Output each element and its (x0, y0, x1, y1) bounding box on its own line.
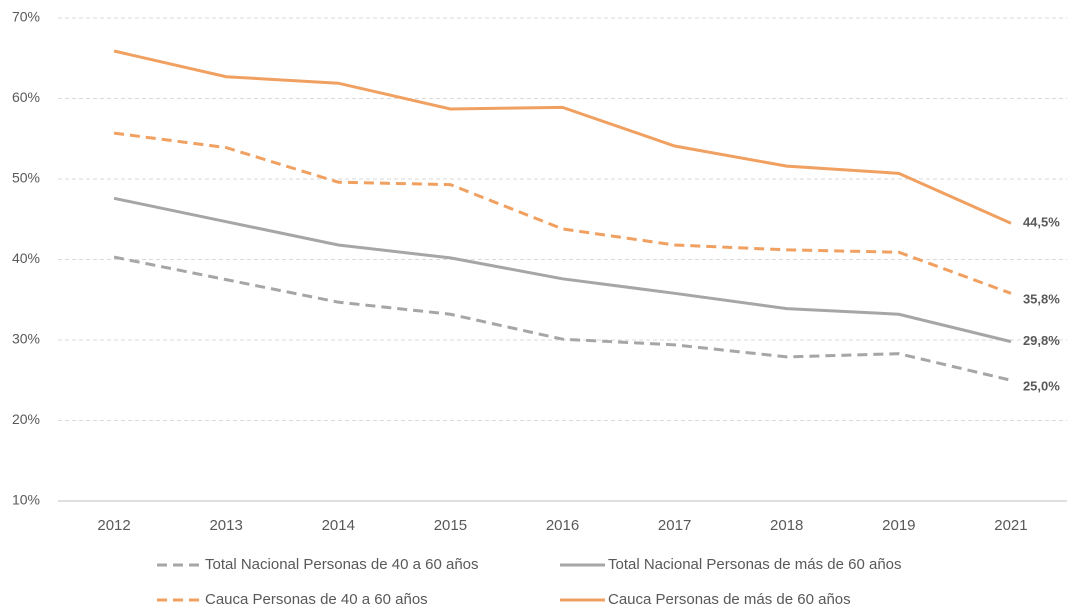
x-tick-label: 2019 (882, 517, 915, 534)
data-label: 25,0% (1023, 379, 1060, 394)
series-line (113, 131, 1012, 295)
series-line (113, 196, 1012, 344)
x-tick-label: 2012 (97, 517, 130, 534)
y-tick-label: 40% (12, 250, 40, 266)
y-tick-label: 70% (12, 9, 40, 25)
x-tick-label: 2017 (658, 517, 691, 534)
y-tick-label: 60% (12, 89, 40, 105)
series-line (113, 49, 1012, 225)
x-tick-label: 2015 (434, 517, 467, 534)
legend-label: Cauca Personas de más de 60 años (608, 591, 851, 608)
y-tick-label: 50% (12, 170, 40, 186)
x-tick-label: 2014 (322, 517, 355, 534)
x-tick-label: 2021 (994, 517, 1027, 534)
legend-label: Cauca Personas de 40 a 60 años (205, 591, 428, 608)
x-tick-label: 2013 (209, 517, 242, 534)
y-tick-label: 10% (12, 492, 40, 508)
data-label: 44,5% (1023, 215, 1060, 230)
series-line (113, 255, 1012, 382)
data-label: 29,8% (1023, 333, 1060, 348)
y-tick-label: 20% (12, 411, 40, 427)
x-tick-label: 2016 (546, 517, 579, 534)
legend-label: Total Nacional Personas de más de 60 año… (608, 556, 902, 573)
legend-label: Total Nacional Personas de 40 a 60 años (205, 556, 479, 573)
x-tick-label: 2018 (770, 517, 803, 534)
data-label: 35,8% (1023, 292, 1060, 307)
y-tick-label: 30% (12, 331, 40, 347)
